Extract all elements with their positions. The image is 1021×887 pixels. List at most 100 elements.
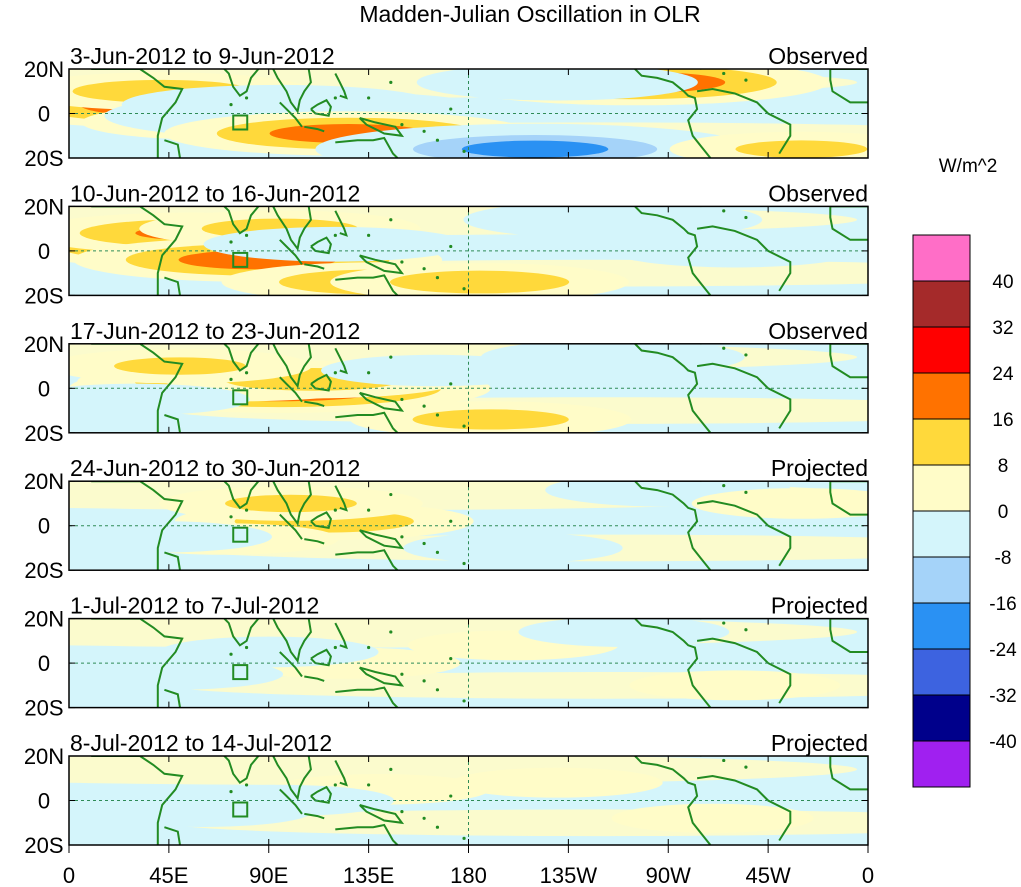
island — [462, 424, 466, 428]
colorbar-label: 8 — [998, 456, 1009, 477]
coastline — [696, 637, 792, 704]
y-tick-label: 20N — [24, 607, 64, 632]
island — [744, 215, 748, 220]
island — [389, 218, 393, 222]
coastline — [279, 513, 303, 540]
index-box — [232, 251, 249, 268]
y-tick-label: 20S — [24, 146, 63, 171]
coastline — [304, 675, 325, 682]
island — [449, 382, 453, 386]
coastline — [696, 774, 792, 842]
colorbar-label: 32 — [992, 318, 1013, 339]
coastline — [358, 666, 405, 687]
coastline — [304, 125, 325, 133]
island — [722, 758, 726, 763]
colorbar-label: -8 — [995, 548, 1012, 569]
island — [229, 240, 233, 244]
anomaly-6 — [403, 532, 623, 564]
panel-status: Observed — [768, 43, 868, 69]
island — [462, 149, 466, 153]
coastline — [829, 69, 868, 104]
coastline — [222, 481, 260, 510]
anomaly-6 — [518, 618, 730, 647]
island — [367, 371, 371, 375]
coastline — [222, 206, 260, 235]
anomaly-5 — [629, 670, 841, 701]
island — [400, 123, 404, 127]
anomaly-2 — [159, 486, 423, 521]
index-box — [232, 664, 249, 681]
island — [389, 767, 393, 771]
y-tick-label: 20S — [24, 696, 63, 721]
coastline — [696, 500, 792, 567]
coastline — [634, 206, 712, 296]
anomaly-field — [69, 343, 868, 433]
coastline — [334, 347, 348, 375]
island — [389, 80, 393, 84]
contour-level — [321, 354, 550, 387]
index-box — [232, 526, 249, 543]
contour-level — [92, 796, 312, 827]
island — [462, 287, 466, 291]
colorbar-swatch — [912, 694, 971, 742]
coastline — [358, 529, 405, 550]
panel-1: 20N 0 20S 3-Jun-2012 to 9-Jun-2012 Observed — [24, 43, 869, 171]
coastline — [335, 549, 399, 571]
coastline — [164, 688, 181, 708]
colorbar-label: -32 — [989, 686, 1016, 707]
island — [389, 630, 393, 634]
coastline — [272, 206, 312, 252]
colorbar-swatch — [912, 234, 971, 282]
x-tick-label: 135E — [343, 863, 394, 887]
contour-level — [69, 658, 284, 690]
panel-2: 20N 0 20S 10-Jun-2012 to 16-Jun-2012 Observe… — [24, 180, 869, 308]
coastline — [634, 756, 712, 845]
coastlines — [91, 756, 868, 845]
colorbar-label: -24 — [989, 640, 1017, 661]
coastline — [358, 254, 405, 275]
y-tick-label: 0 — [38, 102, 50, 127]
island — [229, 377, 233, 381]
coastline — [634, 343, 712, 433]
coastline — [334, 622, 348, 650]
coastline — [696, 87, 792, 155]
island — [722, 621, 726, 625]
coastline — [829, 756, 868, 791]
coastline — [335, 686, 399, 708]
island — [333, 96, 337, 100]
island — [422, 129, 426, 133]
coastline — [222, 618, 260, 647]
y-tick-label: 20N — [24, 194, 64, 219]
coastline — [334, 485, 348, 512]
coastline — [279, 239, 303, 265]
colorbar-swatch — [912, 372, 971, 420]
island — [449, 244, 453, 249]
island — [389, 355, 393, 359]
island — [400, 260, 404, 264]
coastlines — [91, 481, 868, 571]
island — [462, 699, 466, 703]
y-tick-label: 0 — [38, 239, 50, 264]
island — [435, 276, 440, 280]
island — [422, 816, 426, 820]
coastline — [304, 538, 325, 545]
island — [244, 96, 249, 100]
coastline — [272, 69, 312, 114]
island — [744, 765, 748, 769]
island — [422, 404, 426, 408]
x-tick-label: 135W — [540, 863, 598, 887]
contour-level — [225, 494, 357, 513]
anomaly-7 — [463, 206, 763, 239]
x-tick-label: 180 — [450, 863, 487, 887]
panel-5: 20N 0 20S 1-Jul-2012 to 7-Jul-2012 Projected — [24, 593, 869, 721]
island — [333, 783, 337, 787]
island — [744, 353, 748, 357]
coastline — [335, 411, 399, 433]
island — [435, 413, 440, 417]
coastline — [164, 826, 181, 845]
island — [400, 672, 404, 676]
y-tick-label: 20N — [24, 332, 64, 357]
coastline — [634, 69, 712, 158]
island — [244, 371, 249, 375]
